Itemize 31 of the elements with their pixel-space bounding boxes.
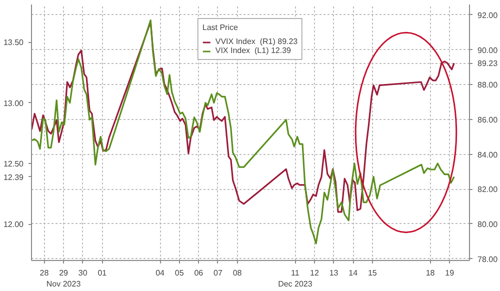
y2-tick-label: 84.00 bbox=[478, 150, 498, 160]
y2-tick-label: 80.00 bbox=[478, 220, 498, 229]
x-tick-label: 15 bbox=[368, 268, 378, 278]
y-tick-label: 12.50 bbox=[3, 159, 24, 168]
x-tick-label: 18 bbox=[426, 268, 436, 278]
x-tick-label: 01 bbox=[98, 268, 108, 278]
y2-tick-label: 86.00 bbox=[478, 115, 498, 124]
y2-tick-label: 88.00 bbox=[478, 80, 498, 90]
x-tick-label: 28 bbox=[40, 268, 50, 278]
y-tick-label: 12.39 bbox=[3, 172, 24, 182]
y2-tick-label: 92.00 bbox=[478, 10, 498, 20]
legend-title: Last Price bbox=[202, 23, 239, 32]
x-tick-label: 06 bbox=[194, 268, 204, 278]
y2-tick-label: 90.00 bbox=[478, 46, 498, 55]
y2-tick-label: 78.00 bbox=[478, 254, 498, 264]
x-tick-label: 14 bbox=[348, 268, 358, 278]
y-tick-label: 13.00 bbox=[3, 98, 24, 108]
x-tick-label: 30 bbox=[78, 268, 88, 278]
legend-label: VVIX Index (R1) 89.23 bbox=[215, 37, 298, 46]
y-tick-label: 13.50 bbox=[3, 38, 24, 48]
y-tick-label: 12.00 bbox=[3, 220, 24, 230]
legend-label: VIX Index (L1) 12.39 bbox=[215, 46, 291, 55]
x-tick-label: 07 bbox=[214, 268, 223, 278]
y2-tick-label: 89.23 bbox=[478, 59, 498, 68]
x-tick-label: 08 bbox=[232, 268, 242, 278]
x-tick-label: 05 bbox=[174, 268, 184, 278]
x-tick-label: 19 bbox=[445, 268, 455, 278]
x-tick-label: 04 bbox=[156, 268, 166, 278]
y2-tick-label: 82.00 bbox=[478, 185, 498, 194]
x-tick-label: 12 bbox=[310, 268, 320, 278]
x-tick-label: 13 bbox=[329, 268, 339, 278]
